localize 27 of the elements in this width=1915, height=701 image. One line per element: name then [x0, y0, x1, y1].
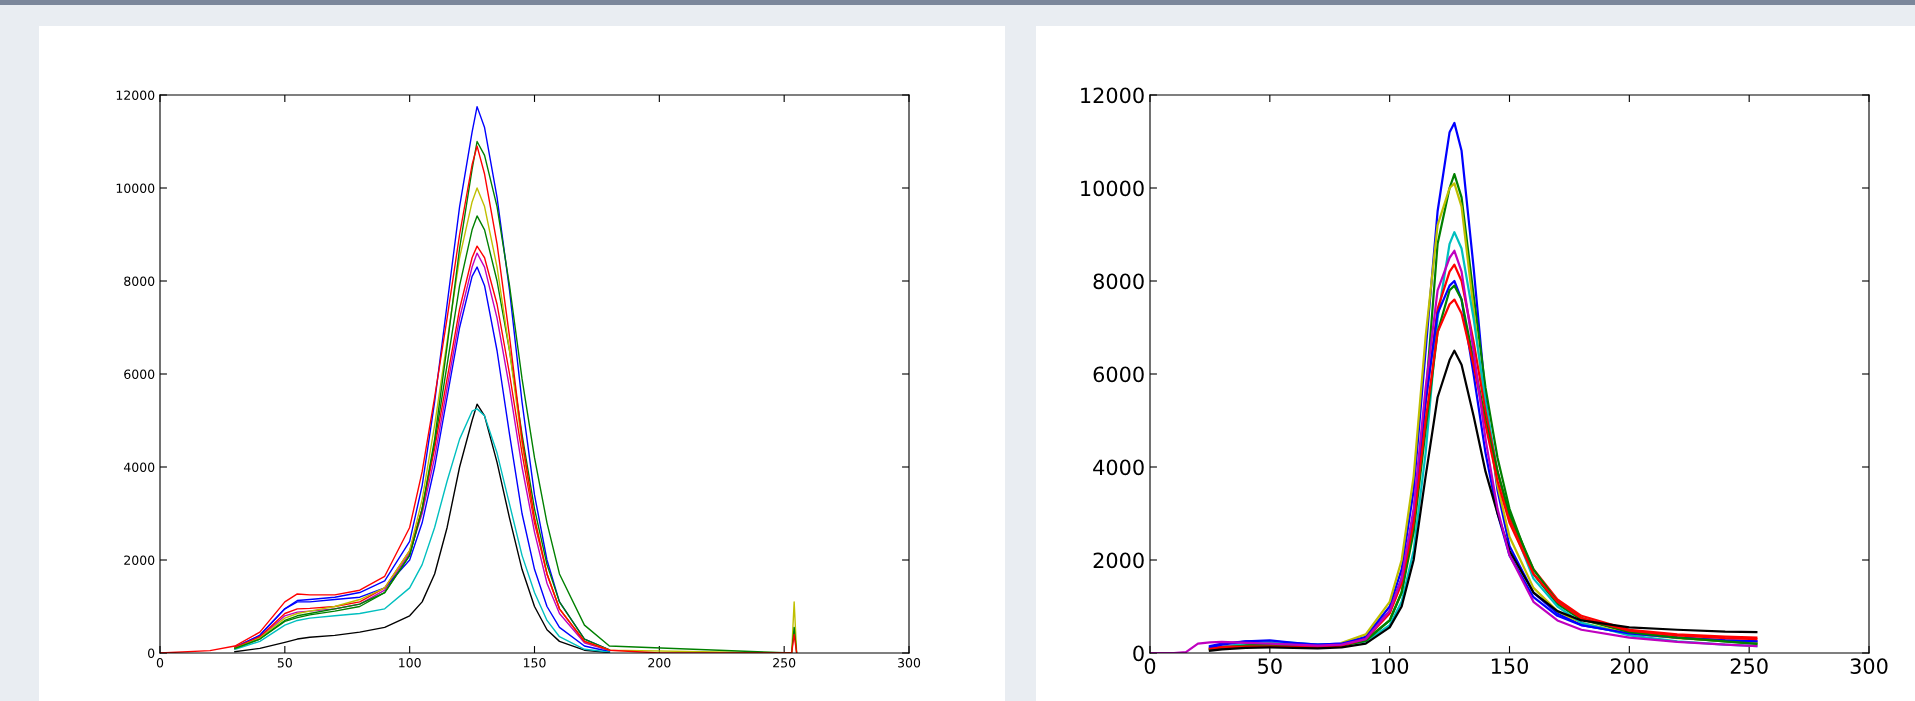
- x-tick-label: 0: [1144, 658, 1156, 674]
- y-tick-label: 2000: [124, 555, 155, 565]
- y-tick-label: 4000: [1093, 459, 1144, 476]
- x-tick-label: 300: [898, 658, 921, 668]
- y-tick-label: 12000: [1081, 87, 1144, 104]
- x-tick-label: 250: [773, 658, 796, 668]
- x-tick-label: 300: [1850, 658, 1888, 674]
- y-tick-label: 6000: [124, 369, 155, 379]
- x-tick-label: 50: [277, 658, 292, 668]
- x-tick-label: 100: [1372, 658, 1409, 674]
- y-tick-label: 0: [148, 648, 155, 658]
- y-tick-label: 10000: [1081, 180, 1144, 197]
- y-tick-label: 8000: [124, 276, 155, 286]
- x-tick-label: 250: [1730, 658, 1768, 674]
- y-tick-label: 8000: [1093, 273, 1144, 290]
- x-tick-label: 150: [523, 658, 546, 668]
- y-tick-label: 4000: [123, 462, 155, 472]
- x-tick-label: 150: [1491, 658, 1528, 674]
- y-tick-label: 12000: [116, 90, 155, 100]
- y-tick-label: 6000: [1093, 366, 1144, 383]
- y-tick-label: 10000: [116, 183, 155, 193]
- x-tick-label: 200: [648, 658, 671, 668]
- x-tick-label: 50: [1258, 658, 1282, 674]
- x-tick-label: 0: [156, 658, 164, 668]
- x-tick-label: 200: [1610, 658, 1648, 674]
- x-tick-label: 100: [399, 658, 421, 668]
- y-tick-label: 2000: [1093, 552, 1144, 569]
